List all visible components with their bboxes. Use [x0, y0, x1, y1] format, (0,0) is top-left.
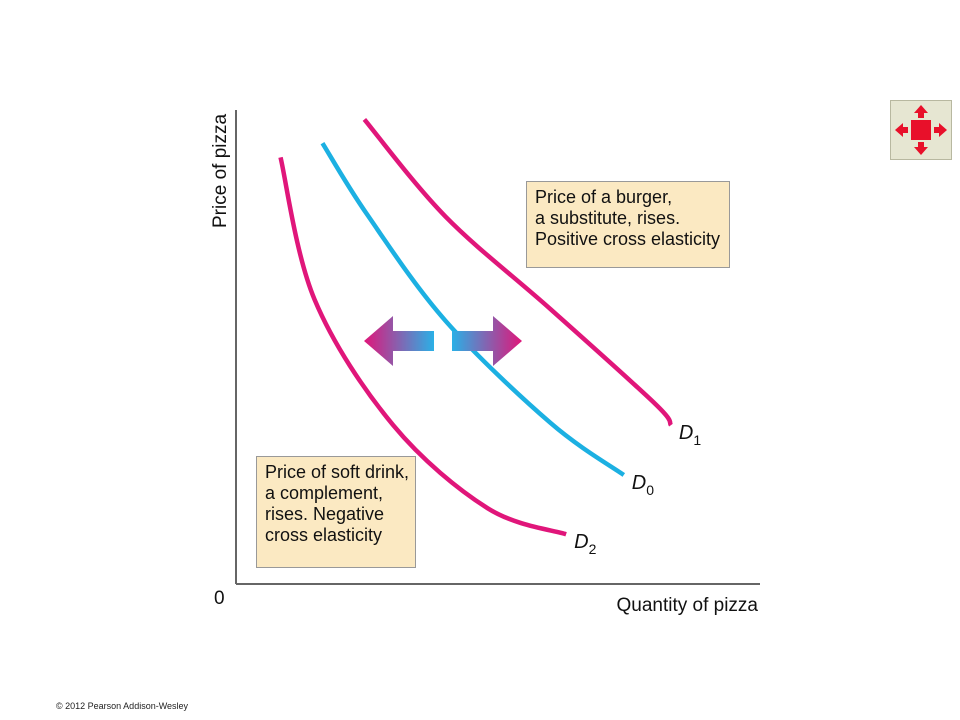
complement-line-1: Price of soft drink,: [265, 462, 410, 482]
expand-button[interactable]: [890, 100, 952, 160]
complement-line-4: cross elasticity: [265, 525, 383, 545]
demand-curve-d2: [278, 156, 567, 537]
demand-curve-d0: [320, 141, 626, 477]
y-axis-label: Price of pizza: [210, 114, 231, 228]
x-axis-label: Quantity of pizza: [616, 595, 758, 616]
axes: [235, 110, 760, 585]
substitute-line-1: Price of a burger,: [535, 187, 673, 207]
substitute-annotation: Price of a burger, a substitute, rises. …: [526, 181, 730, 268]
shift-right-arrow: [452, 316, 522, 366]
demand-curve-d1: [362, 118, 673, 427]
demand-curves: [278, 118, 673, 537]
curve-label-d1: D1: [679, 422, 701, 448]
curve-labels: D1 D0 D2: [574, 422, 701, 557]
substitute-line-2: a substitute, rises.: [535, 208, 681, 228]
curve-label-d2: D2: [574, 531, 596, 557]
substitute-line-3: Positive cross elasticity: [535, 229, 721, 249]
shift-arrows: [364, 316, 522, 366]
copyright-notice: © 2012 Pearson Addison-Wesley: [56, 701, 189, 711]
complement-annotation: Price of soft drink, a complement, rises…: [256, 456, 416, 568]
shift-left-arrow: [364, 316, 434, 366]
complement-line-2: a complement,: [265, 483, 384, 503]
complement-line-3: rises. Negative: [265, 504, 385, 524]
origin-label: 0: [214, 588, 225, 609]
expand-arrows-icon: [895, 105, 947, 155]
curve-label-d0: D0: [632, 472, 654, 498]
